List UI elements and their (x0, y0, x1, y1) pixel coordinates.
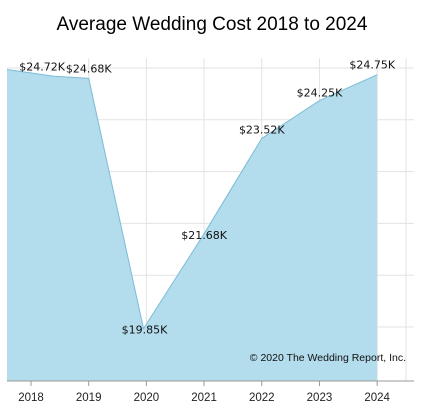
data-label: $24.75K (349, 59, 395, 72)
copyright-annotation: © 2020 The Wedding Report, Inc. (250, 352, 406, 364)
x-tick-label: 2024 (364, 392, 390, 404)
area-series (6, 69, 378, 381)
x-tick-label: 2021 (191, 392, 217, 404)
x-tick-label: 2018 (18, 392, 44, 404)
x-tick-label: 2023 (307, 392, 333, 404)
area-line (6, 69, 378, 330)
data-labels: $24.72K $24.68K $19.85K $21.68K $23.52K $24.2… (19, 59, 396, 337)
data-label: $21.68K (181, 229, 227, 242)
data-label: $23.52K (239, 123, 285, 136)
data-label: $24.72K (19, 60, 65, 73)
x-axis: 2018 2019 2020 2021 2022 2023 2024 (7, 380, 414, 404)
area-fill (7, 69, 378, 381)
x-tick-label: 2020 (134, 392, 160, 404)
chart-title: Average Wedding Cost 2018 to 2024 (57, 14, 368, 35)
x-tick-label: 2022 (249, 392, 275, 404)
data-label: $24.68K (66, 62, 112, 75)
data-label: $19.85K (122, 324, 168, 337)
x-tick-label: 2019 (76, 392, 102, 404)
data-label: $24.25K (297, 87, 343, 100)
